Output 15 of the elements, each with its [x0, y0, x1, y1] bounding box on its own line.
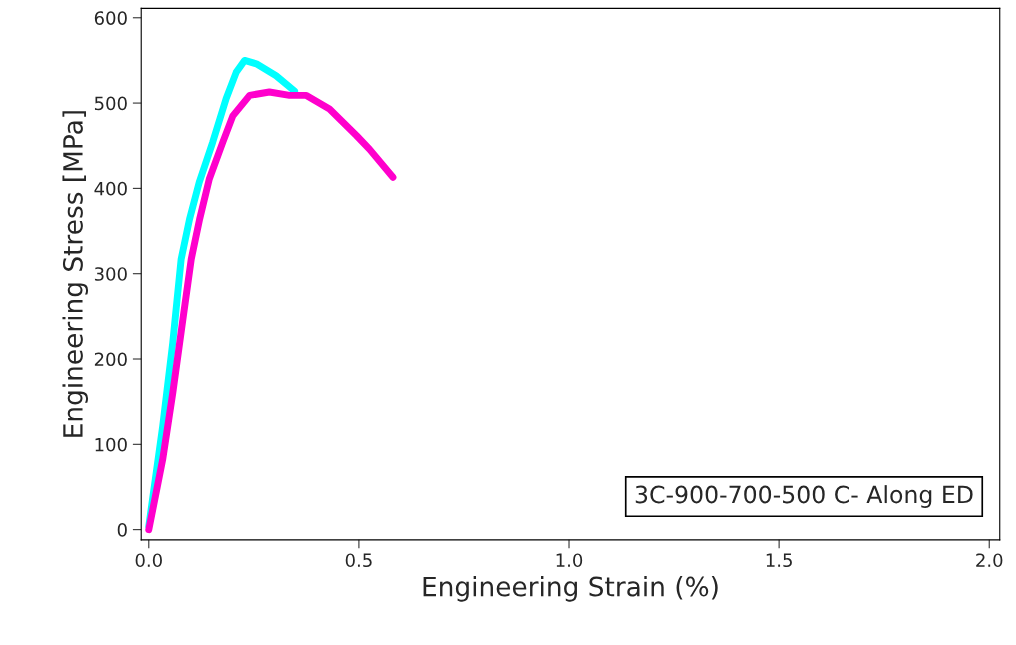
annotation: 3C-900-700-500 C- Along ED: [635, 485, 973, 508]
x-tick-label: 0.5: [345, 553, 372, 568]
y-tick-label: 0: [117, 523, 127, 537]
x-axis-title: Engineering Strain (%): [423, 576, 718, 602]
y-axis-title: Engineering Stress [MPa]: [62, 111, 89, 437]
y-tick-label: 300: [94, 267, 127, 281]
y-tick-label: 100: [95, 437, 127, 452]
x-tick-label: 2.0: [976, 553, 1003, 568]
x-tick-label: 0.0: [135, 553, 162, 568]
y-tick-label: 500: [94, 96, 127, 111]
y-tick-label: 600: [94, 11, 127, 25]
x-tick-label: 1.0: [556, 553, 583, 568]
x-tick-label: 1.5: [766, 553, 792, 568]
y-tick-label: 400: [94, 181, 127, 196]
y-tick-label: 200: [94, 352, 127, 367]
